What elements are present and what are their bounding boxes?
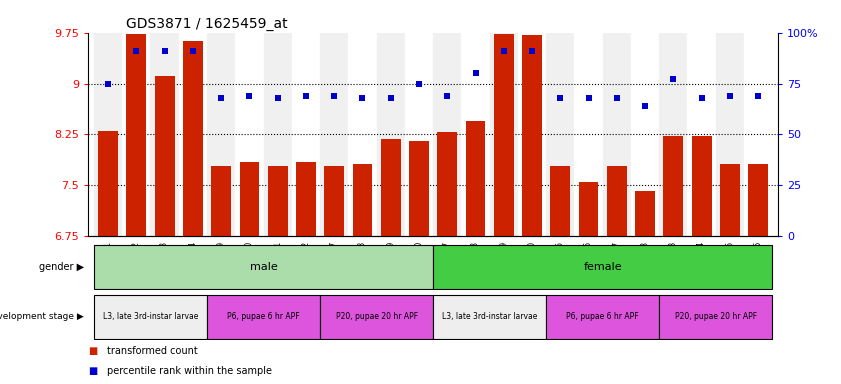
Text: GDS3871 / 1625459_at: GDS3871 / 1625459_at	[126, 17, 288, 31]
Bar	[352, 164, 373, 384]
Bar	[381, 139, 400, 384]
Bar	[716, 33, 744, 236]
Bar	[296, 162, 316, 384]
Bar	[687, 33, 716, 236]
Text: L3, late 3rd-instar larvae: L3, late 3rd-instar larvae	[442, 312, 537, 321]
Bar	[546, 295, 659, 339]
Bar	[94, 295, 207, 339]
Bar	[179, 33, 207, 236]
Point	[582, 95, 595, 101]
Bar	[267, 166, 288, 384]
Bar	[183, 41, 203, 384]
Point	[356, 95, 369, 101]
Bar	[263, 33, 292, 236]
Point	[553, 95, 567, 101]
Bar	[433, 33, 462, 236]
Bar	[409, 141, 429, 384]
Bar	[240, 162, 259, 384]
Point	[130, 48, 143, 54]
Bar	[631, 33, 659, 236]
Text: percentile rank within the sample: percentile rank within the sample	[107, 366, 272, 376]
Bar	[720, 164, 740, 384]
Bar	[325, 166, 344, 384]
Bar	[126, 34, 146, 384]
Bar	[494, 34, 514, 384]
Bar	[437, 132, 458, 384]
Bar	[155, 76, 174, 384]
Text: female: female	[584, 262, 622, 272]
Bar	[522, 35, 542, 384]
Bar	[659, 33, 687, 236]
Text: ■: ■	[88, 346, 98, 356]
Bar	[691, 136, 711, 384]
Bar	[211, 166, 231, 384]
Point	[299, 93, 313, 99]
Point	[412, 81, 426, 87]
Bar	[151, 33, 179, 236]
Bar	[94, 33, 122, 236]
Bar	[546, 33, 574, 236]
Bar	[433, 295, 546, 339]
Bar	[207, 33, 235, 236]
Text: ■: ■	[88, 366, 98, 376]
Bar	[489, 33, 518, 236]
Bar	[292, 33, 320, 236]
Bar	[377, 33, 405, 236]
Bar	[748, 164, 768, 384]
Bar	[603, 33, 631, 236]
Point	[667, 76, 680, 83]
Point	[526, 48, 539, 54]
Bar	[574, 33, 603, 236]
Point	[102, 81, 115, 87]
Bar	[98, 131, 118, 384]
Text: development stage ▶: development stage ▶	[0, 312, 84, 321]
Point	[497, 48, 510, 54]
Point	[751, 93, 764, 99]
Point	[468, 70, 482, 76]
Point	[158, 48, 172, 54]
Point	[243, 93, 257, 99]
Text: transformed count: transformed count	[107, 346, 198, 356]
Point	[723, 93, 737, 99]
Text: male: male	[250, 262, 278, 272]
Bar	[433, 245, 772, 289]
Point	[695, 95, 708, 101]
Bar	[744, 33, 772, 236]
Bar	[348, 33, 377, 236]
Bar	[659, 295, 772, 339]
Bar	[405, 33, 433, 236]
Bar	[462, 33, 489, 236]
Point	[384, 95, 398, 101]
Bar	[635, 191, 655, 384]
Bar	[122, 33, 151, 236]
Point	[441, 93, 454, 99]
Text: P20, pupae 20 hr APF: P20, pupae 20 hr APF	[674, 312, 757, 321]
Text: L3, late 3rd-instar larvae: L3, late 3rd-instar larvae	[103, 312, 198, 321]
Bar	[94, 245, 433, 289]
Bar	[320, 33, 348, 236]
Point	[638, 103, 652, 109]
Text: gender ▶: gender ▶	[39, 262, 84, 272]
Point	[271, 95, 284, 101]
Point	[214, 95, 228, 101]
Bar	[579, 182, 599, 384]
Bar	[550, 166, 570, 384]
Bar	[607, 166, 627, 384]
Text: P6, pupae 6 hr APF: P6, pupae 6 hr APF	[566, 312, 639, 321]
Bar	[235, 33, 263, 236]
Point	[186, 48, 199, 54]
Point	[327, 93, 341, 99]
Bar	[320, 295, 433, 339]
Bar	[466, 121, 485, 384]
Bar	[207, 295, 320, 339]
Text: P20, pupae 20 hr APF: P20, pupae 20 hr APF	[336, 312, 418, 321]
Bar	[664, 136, 683, 384]
Text: P6, pupae 6 hr APF: P6, pupae 6 hr APF	[227, 312, 300, 321]
Bar	[518, 33, 546, 236]
Point	[610, 95, 623, 101]
